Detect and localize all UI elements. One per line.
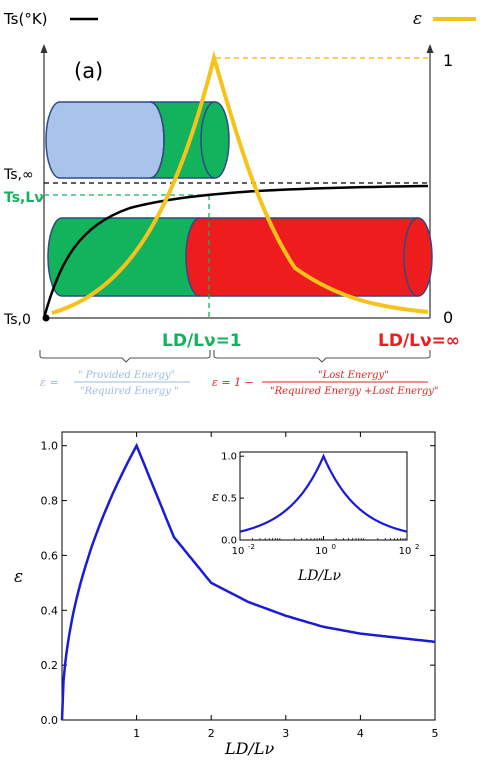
main-chart: 1 2 3 4 5 0.0 0.2 0.4 0.6 0.8 1.0 ε LD/Lν xyxy=(14,431,439,758)
eps-axis-arrow xyxy=(426,44,434,53)
main-xlabel: LD/Lν xyxy=(224,739,274,758)
bottom-cylinder-green-part xyxy=(47,217,201,297)
main-x-tick-label: 2 xyxy=(208,727,215,740)
main-y-tick-label: 1.0 xyxy=(41,440,59,453)
eps-curve xyxy=(51,50,429,315)
inset-data-line xyxy=(239,453,408,533)
inset-chart: 10 -2 10 0 10 20.00.51.0 ε LD/Lν xyxy=(212,451,419,584)
x-label-one: LD/Lν=1 xyxy=(162,331,242,351)
ts-inf-label: Ts,∞ xyxy=(3,167,34,183)
inset-y-tick-label: 0.5 xyxy=(221,494,237,505)
right-formula-denominator: "Required Energy +Lost Energy" xyxy=(270,386,439,397)
main-y-tick-label: 0.8 xyxy=(41,495,59,508)
top-cylinder-end-cap xyxy=(200,101,216,179)
right-formula-numerator: "Lost Energy" xyxy=(318,370,389,381)
main-y-tick-label: 0.0 xyxy=(41,714,59,727)
main-ylabel: ε xyxy=(14,567,23,587)
inset-x-tick-label: 10 xyxy=(399,546,412,557)
bottom-cylinder-red-part xyxy=(185,217,433,297)
main-ticks: 1 2 3 4 5 0.0 0.2 0.4 0.6 0.8 1.0 xyxy=(41,432,439,740)
eps-bottom-tick: 0 xyxy=(443,308,453,327)
ts-curve xyxy=(42,184,429,319)
top-cylinder-front-cap xyxy=(149,101,165,179)
inset-x-tick-exponent: 0 xyxy=(332,543,336,551)
right-brace xyxy=(213,350,431,363)
left-formula-numerator: " Provided Energy" xyxy=(78,370,175,381)
panel-a: Ts(°K) ε 1 0 (a) Ts,∞ Ts,Lν xyxy=(3,9,476,397)
ts-axis-arrow xyxy=(40,44,48,53)
panel-label: (a) xyxy=(74,59,103,83)
inset-x-tick-exponent: -2 xyxy=(248,543,255,551)
x-label-inf: LD/Lν=∞ xyxy=(378,331,460,351)
inset-x-tick-exponent: 2 xyxy=(415,543,419,551)
inset-xlabel: LD/Lν xyxy=(297,568,342,584)
top-cylinder-blue-part xyxy=(45,101,165,179)
main-plot-frame xyxy=(61,431,436,721)
origin-dot xyxy=(42,314,50,322)
eps-top-tick: 1 xyxy=(443,51,453,70)
right-formula: ε = 1 − "Lost Energy" "Required Energy +… xyxy=(212,370,439,397)
main-data-line xyxy=(60,442,436,721)
main-y-tick-label: 0.4 xyxy=(41,604,59,617)
eps-axis-title: ε xyxy=(413,9,422,29)
main-y-tick-label: 0.6 xyxy=(41,549,59,562)
main-x-tick-label: 5 xyxy=(432,727,439,740)
main-x-tick-label: 1 xyxy=(133,727,140,740)
main-x-tick-label: 4 xyxy=(357,727,364,740)
inset-y-tick-label: 0.0 xyxy=(221,536,237,547)
inset-y-tick-label: 1.0 xyxy=(221,452,237,463)
left-formula: ε = " Provided Energy" "Required Energy … xyxy=(40,370,190,397)
main-x-tick-label: 3 xyxy=(282,727,289,740)
inset-ylabel: ε xyxy=(212,490,219,505)
inset-x-tick-label: 10 xyxy=(232,546,245,557)
left-brace xyxy=(39,350,211,363)
ts-lv-label: Ts,Lν xyxy=(4,190,44,206)
inset-ticks: 10 -2 10 0 10 20.00.51.0 xyxy=(221,452,419,557)
ts-0-label: Ts,0 xyxy=(3,312,31,328)
top-cylinder xyxy=(45,101,230,179)
bottom-cylinder xyxy=(47,217,433,297)
bottom-cylinder-end-cap xyxy=(403,217,419,297)
main-y-tick-label: 0.2 xyxy=(41,659,59,672)
inset-plot-frame xyxy=(239,451,408,541)
left-formula-denominator: "Required Energy " xyxy=(80,386,179,397)
ts-axis-title: Ts(°K) xyxy=(3,10,48,28)
left-formula-prefix: ε = xyxy=(40,376,59,389)
inset-x-tick-label: 10 xyxy=(315,546,328,557)
right-formula-prefix: ε = 1 − xyxy=(212,376,254,389)
